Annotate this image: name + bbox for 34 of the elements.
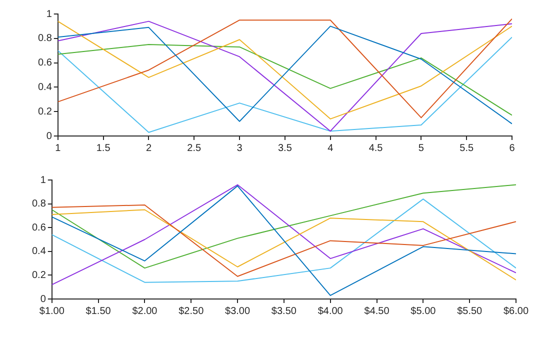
- y-tick-label: 1: [40, 174, 46, 186]
- x-tick-label: 3.5: [278, 142, 292, 154]
- y-tick-label: 0: [46, 130, 52, 142]
- y-tick-label: 0.2: [38, 106, 52, 118]
- x-tick-label: 5: [418, 142, 424, 154]
- x-tick-label: $1.50: [86, 306, 112, 317]
- x-tick-label: $3.00: [225, 306, 250, 317]
- y-tick-label: 0.4: [38, 82, 52, 93]
- x-tick-label: 1.5: [96, 142, 111, 154]
- y-tick-label: 0.2: [32, 270, 46, 281]
- y-tick-label: 0: [40, 294, 46, 305]
- x-tick-label: $5.00: [410, 306, 436, 317]
- x-tick-label: 4: [328, 142, 334, 154]
- y-tick-label: 0.8: [38, 33, 52, 44]
- x-tick-label: 1: [55, 142, 62, 154]
- x-tick-label: 5.5: [460, 142, 474, 154]
- x-tick-label: 3: [236, 142, 243, 154]
- y-tick-label: 0.8: [32, 198, 46, 210]
- x-tick-label: $3.50: [271, 306, 297, 317]
- x-tick-label: $6.00: [503, 306, 529, 317]
- x-tick-label: $2.50: [178, 306, 204, 317]
- x-tick-label: $1.00: [39, 306, 65, 317]
- x-tick-label: $5.50: [457, 306, 483, 317]
- x-tick-label: $4.50: [364, 306, 390, 317]
- y-tick-label: 0.4: [32, 246, 46, 258]
- x-tick-label: 2: [146, 142, 152, 154]
- y-tick-label: 0.6: [32, 222, 46, 234]
- x-tick-label: 2.5: [187, 142, 202, 154]
- x-tick-label: $2.00: [132, 306, 158, 317]
- y-tick-label: 0.6: [38, 58, 52, 69]
- x-tick-label: 6: [509, 142, 516, 154]
- x-tick-label: 4.5: [368, 142, 384, 154]
- y-tick-label: 1: [46, 8, 52, 20]
- x-tick-label: $4.00: [318, 306, 344, 317]
